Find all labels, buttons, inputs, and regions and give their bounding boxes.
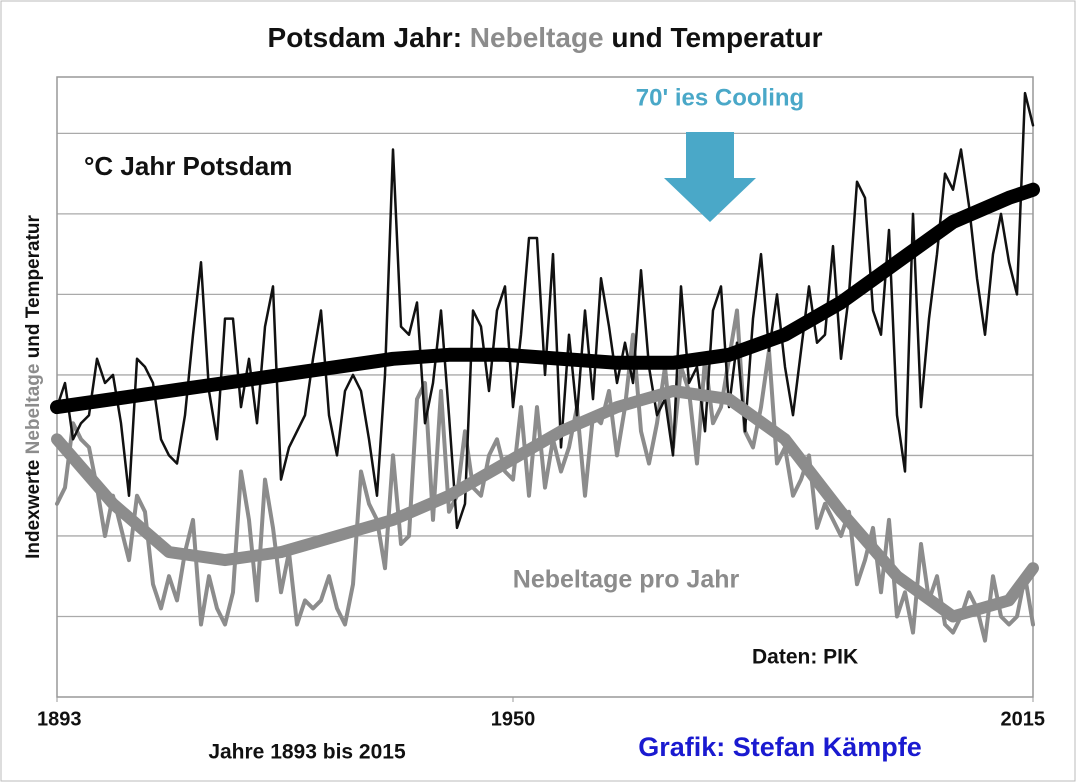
plot-area [50,76,1040,702]
trend-line [50,182,1040,415]
text-part: Indexwerte [23,460,44,559]
annotation: 70' ies Cooling [636,84,804,111]
text-part: und Temperatur [23,214,44,358]
trend-line [51,385,1039,623]
annotation: Nebeltage pro Jahr [513,566,740,594]
x-tick-label: 2015 [1001,708,1046,730]
text-part: Nebeltage [23,364,44,455]
chart-title: Potsdam Jahr: Nebeltage und Temperatur [268,22,823,53]
x-tick-label: 1950 [491,708,536,730]
text-part: und Temperatur [611,22,822,53]
text-part: Potsdam Jahr: [268,22,463,53]
annotation: Jahre 1893 bis 2015 [208,741,406,764]
annotation: °C Jahr Potsdam [84,151,292,181]
annotation: Grafik: Stefan Kämpfe [638,732,922,762]
annotation: Daten: PIK [752,646,858,669]
y-axis-label: Indexwerte Nebeltage und Temperatur [23,214,44,558]
arrow [664,132,756,222]
text-part: Nebeltage [470,22,604,53]
plot-border [56,76,1034,698]
x-tick-label: 1893 [37,708,82,730]
